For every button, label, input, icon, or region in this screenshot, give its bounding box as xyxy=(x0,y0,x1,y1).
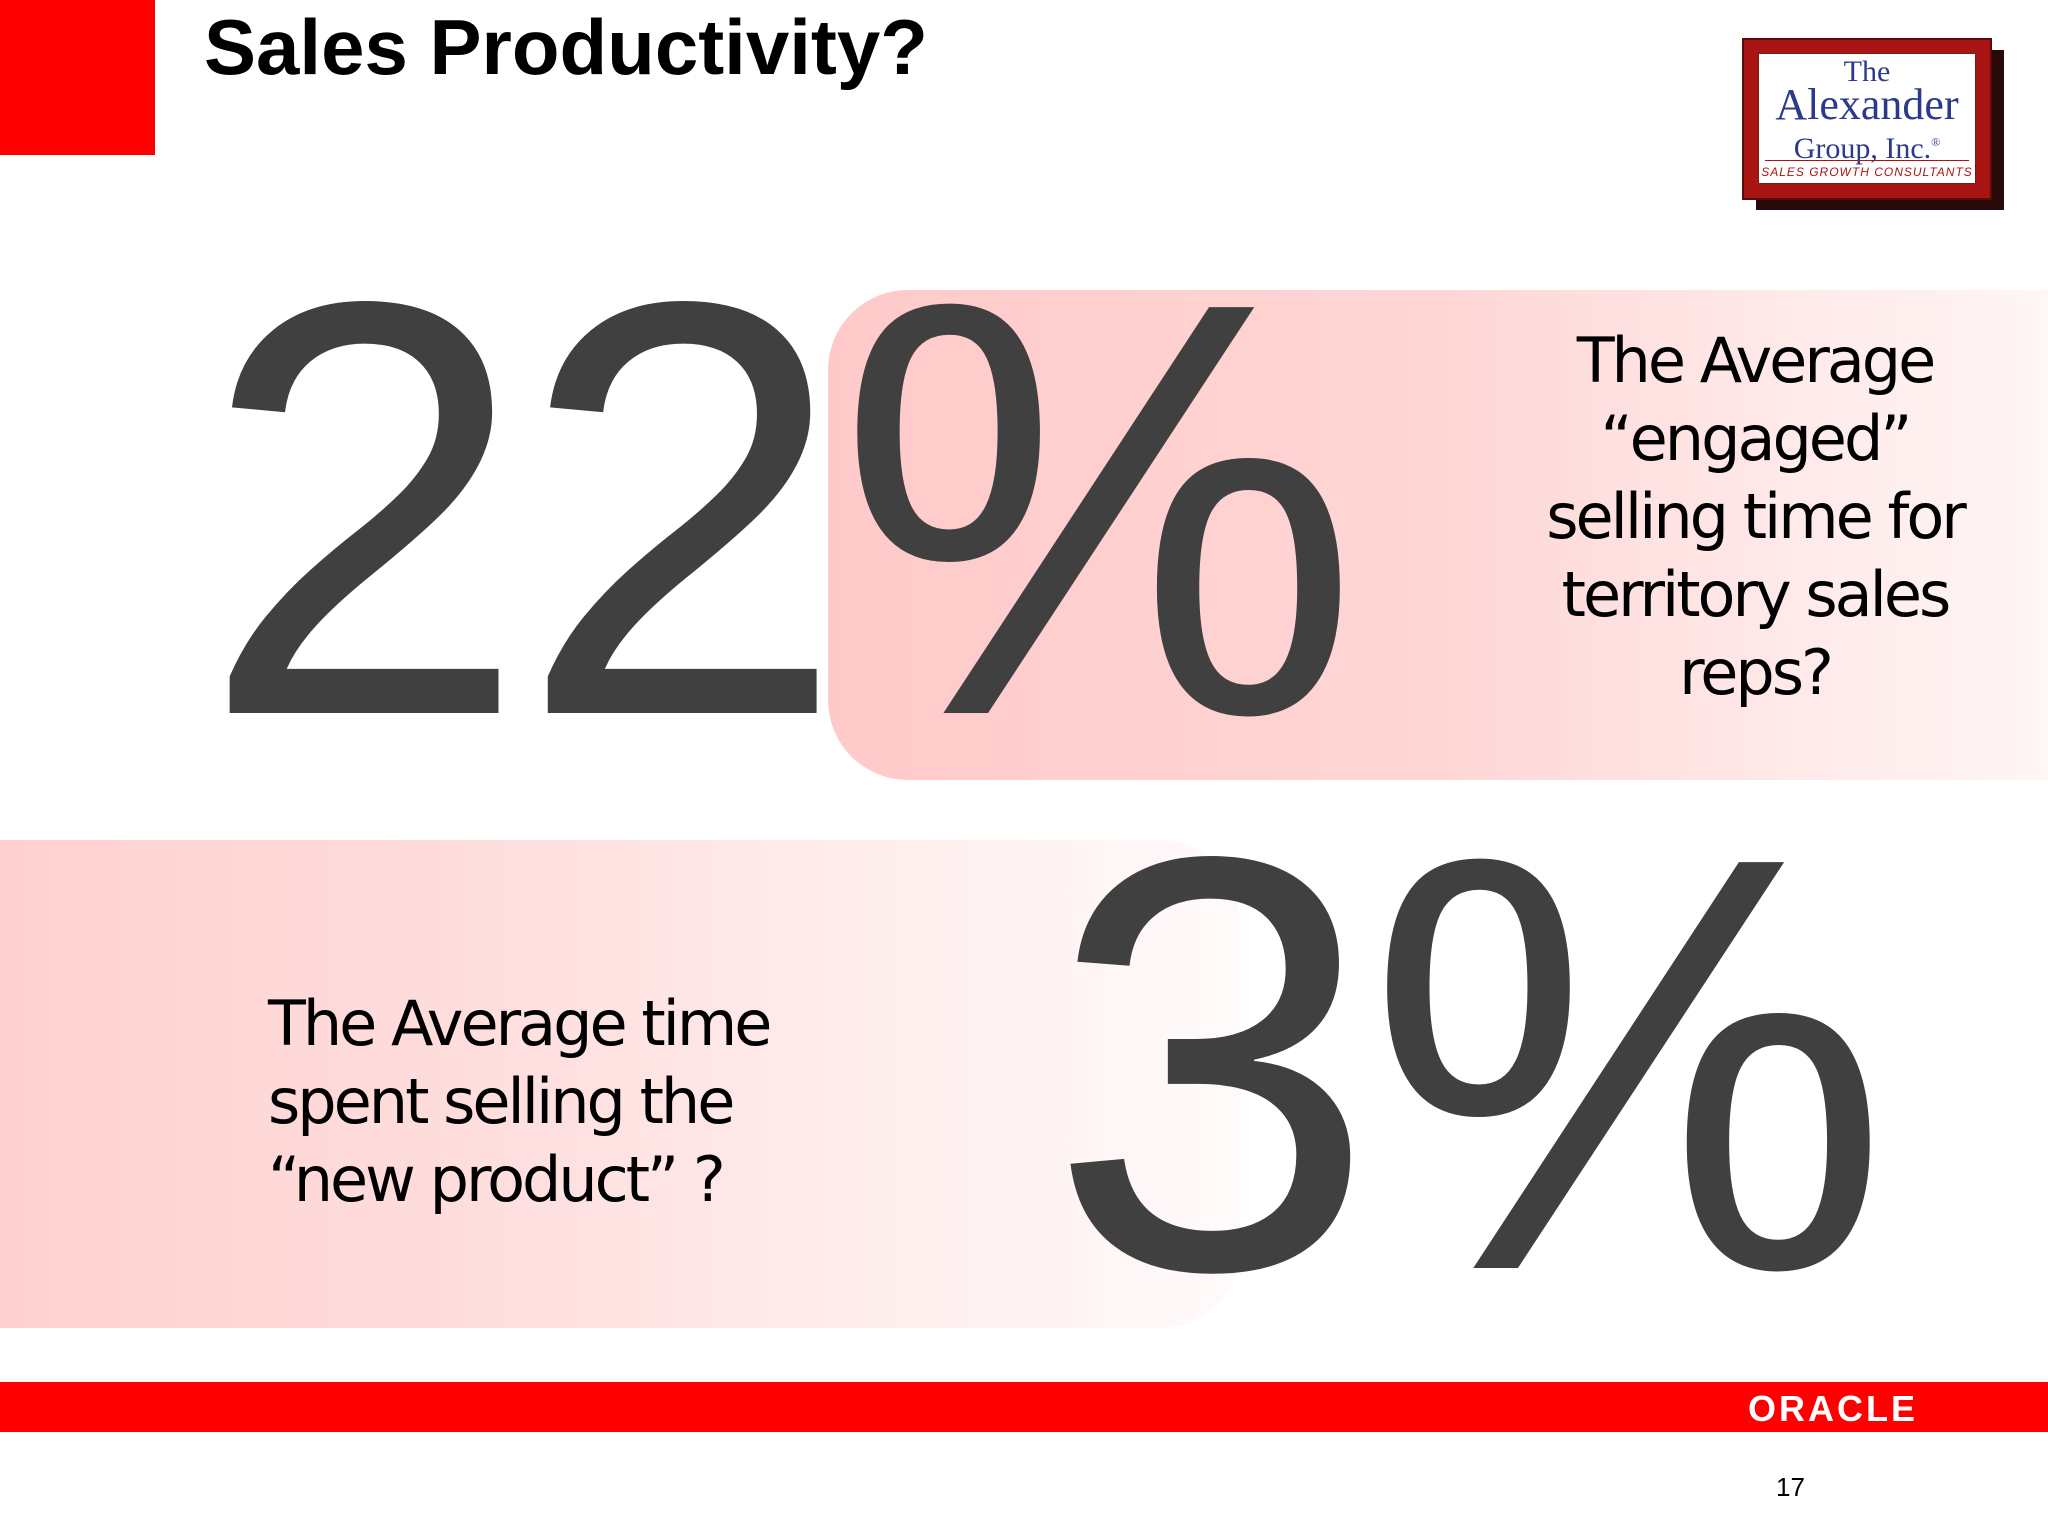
stat-description-new-product: The Average time spent selling the “new … xyxy=(268,985,888,1219)
stat-line: reps? xyxy=(1679,636,1834,709)
slide-title: Sales Productivity? xyxy=(204,3,928,91)
stat-line: selling time for xyxy=(1546,480,1967,553)
stat-value-engaged-selling: 22% xyxy=(200,180,1361,839)
stat-line: The Average xyxy=(1576,324,1937,397)
page-number: 17 xyxy=(1776,1472,1805,1502)
logo-inner-panel: The Alexander Group, Inc.® SALES GROWTH … xyxy=(1758,53,1976,184)
stat-line: spent selling the xyxy=(268,1065,735,1138)
logo-name-text: Alexander xyxy=(1775,80,1959,129)
oracle-logo: ORACLE xyxy=(1748,1388,1918,1429)
logo-divider xyxy=(1765,160,1969,161)
logo-frame: The Alexander Group, Inc.® SALES GROWTH … xyxy=(1742,38,1992,200)
stat-value-new-product: 3% xyxy=(1048,735,1891,1394)
footer-bar xyxy=(0,1382,2048,1432)
logo-the-text: The xyxy=(1843,55,1891,88)
alexander-group-logo: The Alexander Group, Inc.® SALES GROWTH … xyxy=(1742,38,2006,210)
registered-mark: ® xyxy=(1931,135,1941,149)
corner-accent-block xyxy=(0,0,155,155)
stat-line: “new product” ? xyxy=(268,1143,726,1216)
pink-band-top xyxy=(828,290,2048,780)
stat-line: “engaged” xyxy=(1600,402,1913,475)
stat-line: The Average time xyxy=(268,987,772,1060)
stat-description-engaged-selling: The Average “engaged” selling time for t… xyxy=(1520,322,1990,712)
stat-line: territory sales xyxy=(1561,558,1952,631)
pink-band-bottom xyxy=(0,840,1240,1328)
logo-group-label: Group, Inc. xyxy=(1793,132,1932,165)
logo-tagline: SALES GROWTH CONSULTANTS xyxy=(1761,165,1973,179)
logo-group-text: Group, Inc.® xyxy=(1759,126,1975,165)
